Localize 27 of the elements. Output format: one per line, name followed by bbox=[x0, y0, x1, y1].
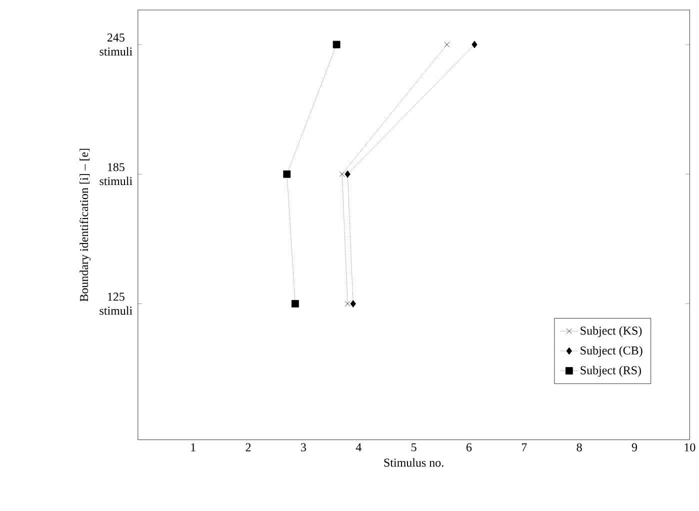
x-tick-label: 4 bbox=[356, 443, 362, 452]
y-tick-label: 125 stimuli bbox=[100, 292, 132, 315]
y-tick-label: 185 stimuli bbox=[100, 163, 132, 186]
x-tick-label: 10 bbox=[684, 443, 696, 452]
point bbox=[344, 170, 350, 178]
legend-label: Subject (CB) bbox=[580, 346, 642, 358]
point bbox=[344, 301, 350, 307]
x-axis-title: Stimulus no. bbox=[384, 458, 444, 467]
point bbox=[283, 170, 291, 178]
legend-label: Subject (RS) bbox=[580, 366, 641, 377]
point bbox=[472, 40, 478, 48]
x-tick-label: 9 bbox=[632, 443, 638, 452]
y-tick-label: 245 stimuli bbox=[100, 34, 132, 56]
point bbox=[444, 42, 450, 48]
x-tick-label: 3 bbox=[301, 443, 306, 452]
x-tick-label: 7 bbox=[522, 443, 527, 452]
point bbox=[339, 172, 345, 177]
x-tick-label: 1 bbox=[191, 443, 196, 452]
x-tick-label: 2 bbox=[246, 443, 251, 452]
y-axis-title: Boundary identification [i] – [e] bbox=[80, 148, 91, 302]
x-tick-label: 5 bbox=[412, 443, 416, 452]
point bbox=[350, 300, 356, 308]
point bbox=[332, 40, 340, 48]
point bbox=[291, 300, 299, 308]
legend-label: Subject (KS) bbox=[580, 326, 642, 338]
x-tick-label: 6 bbox=[466, 443, 472, 452]
x-tick-label: 8 bbox=[576, 443, 582, 452]
